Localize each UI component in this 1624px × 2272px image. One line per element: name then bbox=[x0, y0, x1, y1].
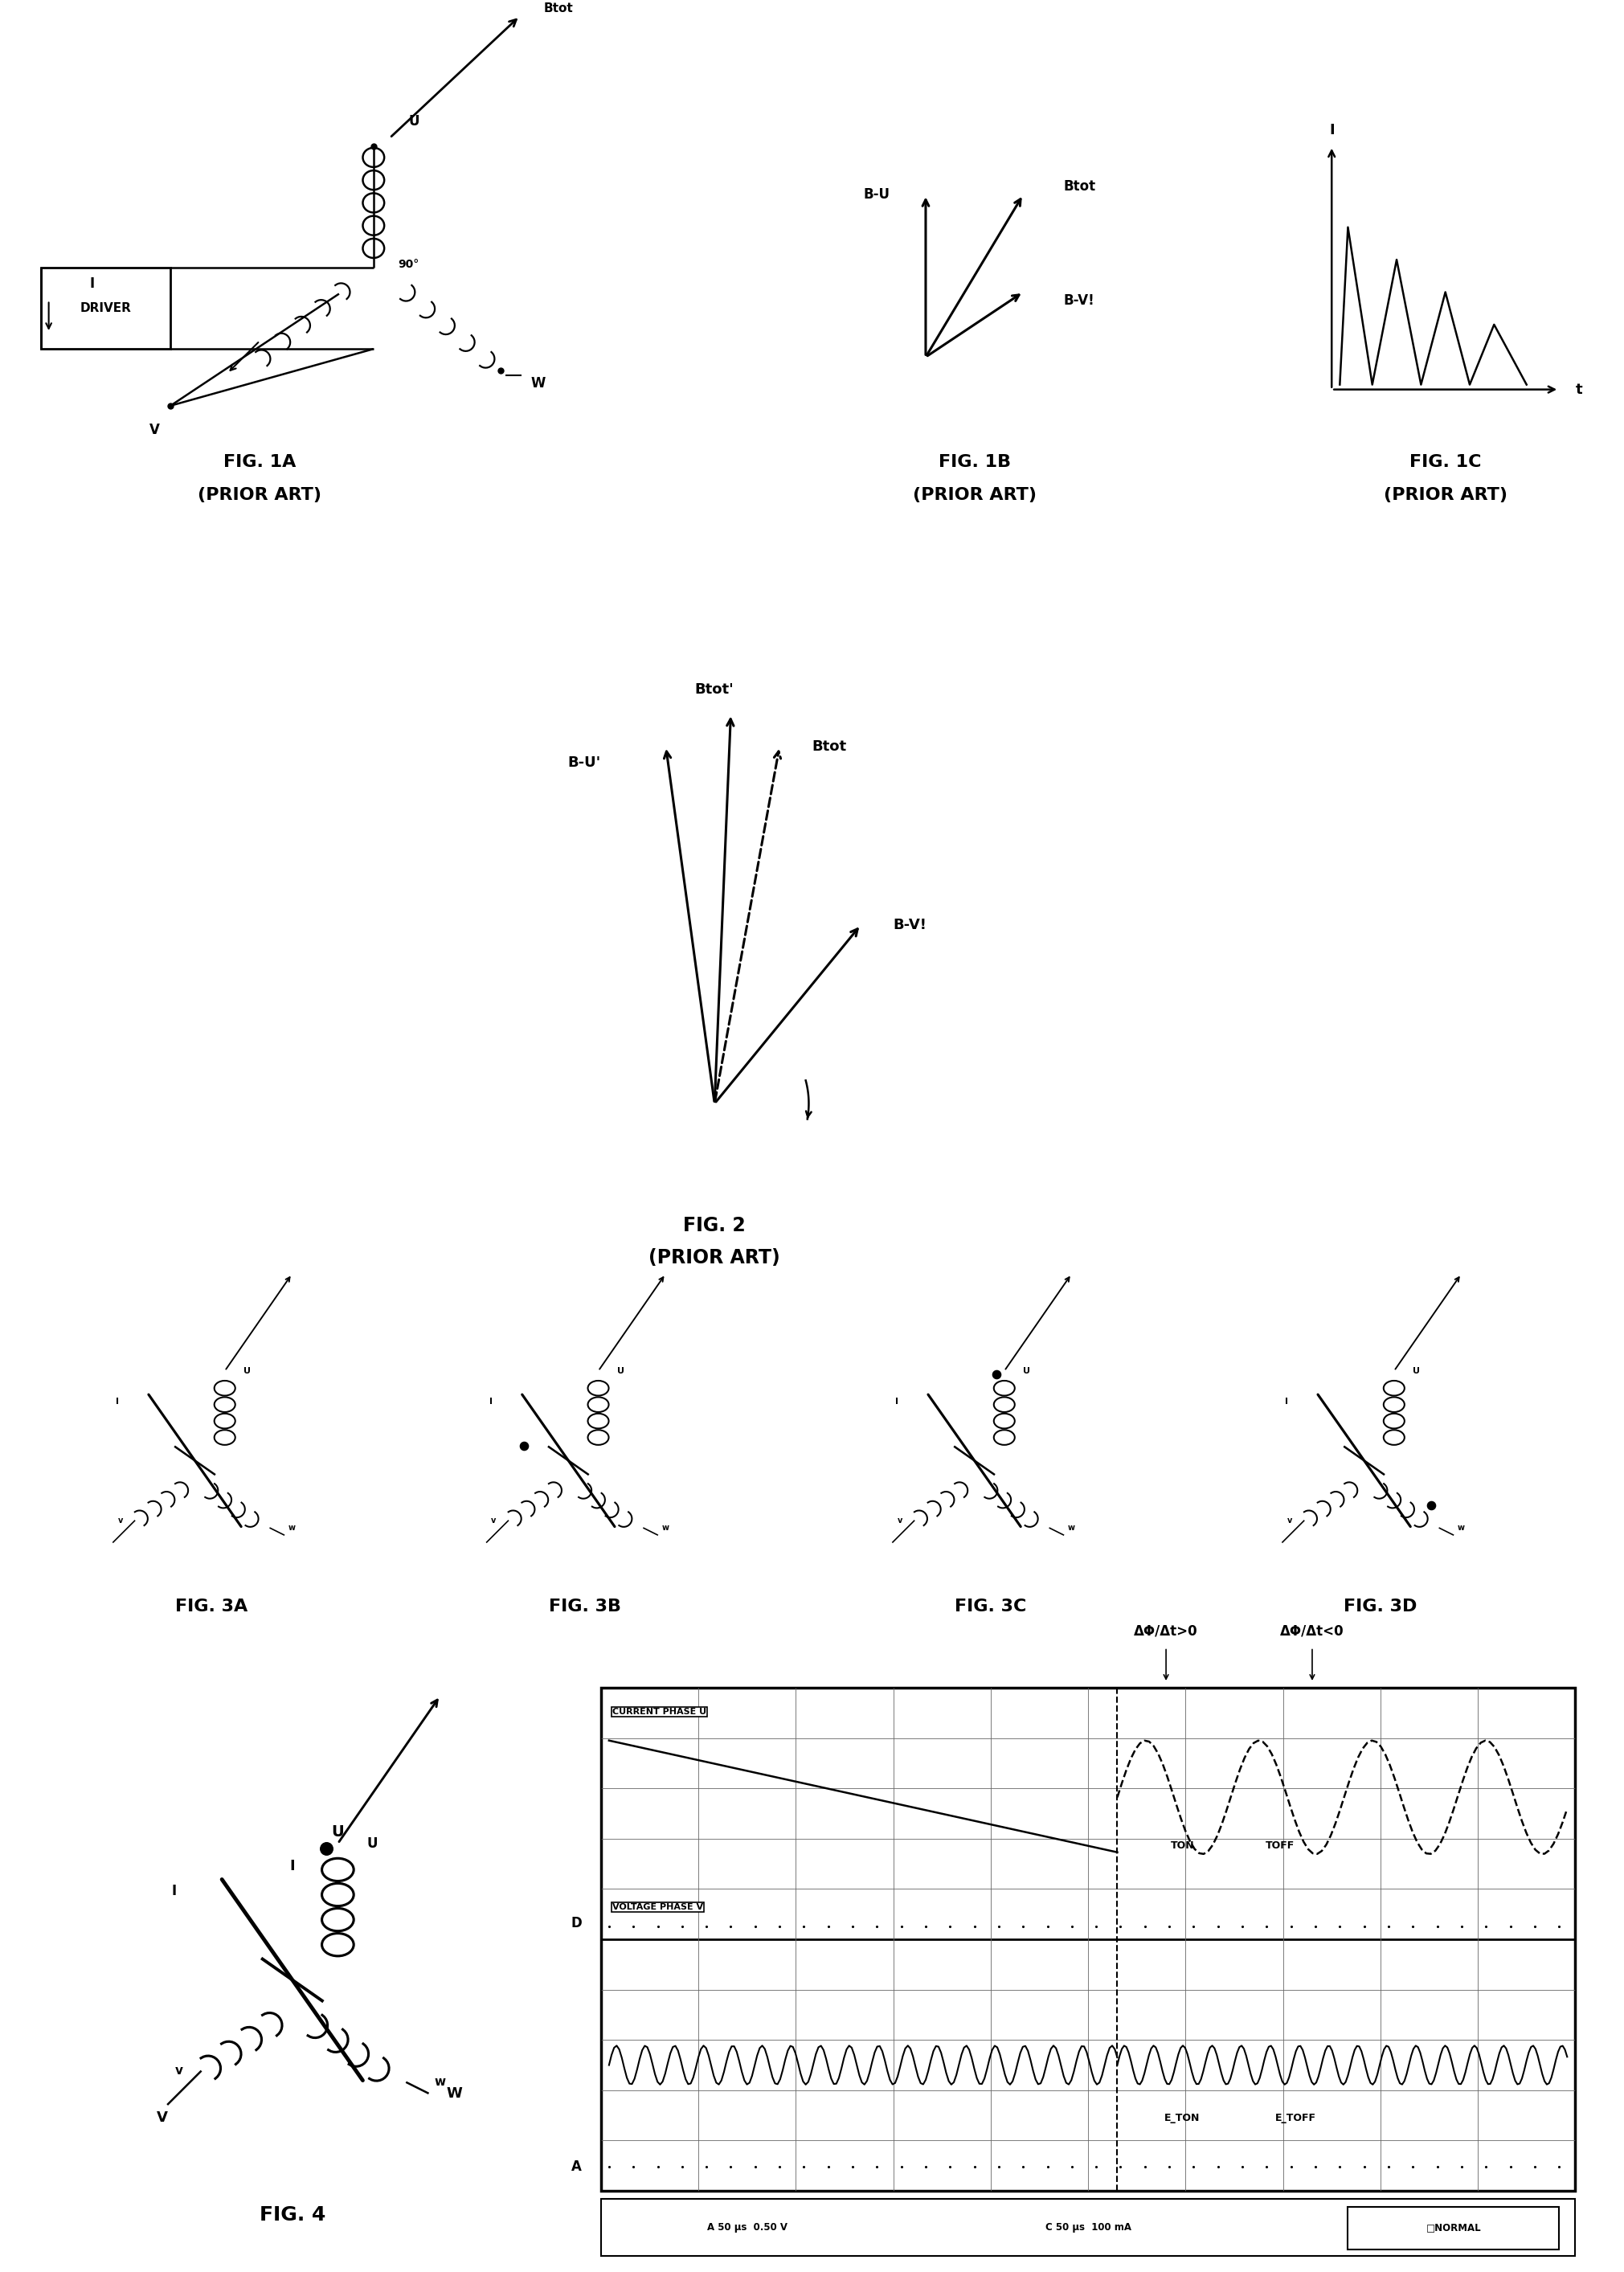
Text: V: V bbox=[149, 423, 159, 436]
Text: ΔΦ/Δt>0: ΔΦ/Δt>0 bbox=[1134, 1624, 1199, 1638]
Text: E_TOFF: E_TOFF bbox=[1275, 2113, 1317, 2122]
Text: FIG. 1A: FIG. 1A bbox=[224, 454, 296, 470]
Text: w: w bbox=[1069, 1525, 1075, 1531]
Text: U: U bbox=[367, 1836, 377, 1852]
Text: TOFF: TOFF bbox=[1265, 1840, 1294, 1852]
Text: E_TON: E_TON bbox=[1164, 2113, 1200, 2122]
Text: I: I bbox=[1328, 123, 1335, 136]
Bar bbox=[1348, 2206, 1559, 2249]
Text: I: I bbox=[895, 1397, 898, 1406]
Text: ΔΦ/Δt<0: ΔΦ/Δt<0 bbox=[1280, 1624, 1345, 1638]
Text: B-V!: B-V! bbox=[1064, 293, 1095, 307]
Text: v: v bbox=[175, 2065, 182, 2077]
Text: I: I bbox=[89, 277, 94, 291]
Text: I: I bbox=[489, 1397, 492, 1406]
Text: U: U bbox=[1023, 1368, 1030, 1375]
Text: U: U bbox=[1413, 1368, 1419, 1375]
Text: v: v bbox=[490, 1515, 497, 1525]
Text: D: D bbox=[572, 1915, 581, 1931]
Text: 90°: 90° bbox=[398, 259, 419, 270]
Text: Btot: Btot bbox=[1064, 179, 1096, 193]
Text: v: v bbox=[896, 1515, 903, 1525]
Text: DRIVER: DRIVER bbox=[80, 302, 132, 314]
Text: w: w bbox=[435, 2077, 445, 2088]
Text: FIG. 3C: FIG. 3C bbox=[955, 1599, 1026, 1615]
Text: I: I bbox=[172, 1883, 177, 1897]
Text: U: U bbox=[617, 1368, 624, 1375]
Bar bbox=[41, 268, 171, 350]
Text: t: t bbox=[1575, 382, 1582, 398]
Text: I: I bbox=[115, 1397, 119, 1406]
Text: v: v bbox=[1286, 1515, 1293, 1525]
Text: W: W bbox=[447, 2086, 463, 2102]
Text: TON: TON bbox=[1171, 1840, 1194, 1852]
Text: (PRIOR ART): (PRIOR ART) bbox=[198, 486, 322, 502]
Text: VOLTAGE PHASE V: VOLTAGE PHASE V bbox=[612, 1904, 703, 1911]
Text: I: I bbox=[289, 1858, 296, 1874]
Text: w: w bbox=[1458, 1525, 1465, 1531]
Bar bbox=[601, 1688, 1575, 2190]
Text: Btot': Btot' bbox=[695, 682, 734, 698]
Text: FIG. 3D: FIG. 3D bbox=[1343, 1599, 1418, 1615]
Text: FIG. 1C: FIG. 1C bbox=[1410, 454, 1481, 470]
Text: A: A bbox=[572, 2158, 581, 2174]
Text: Btot: Btot bbox=[544, 2, 573, 14]
Text: U: U bbox=[244, 1368, 250, 1375]
Text: Btot: Btot bbox=[812, 738, 846, 754]
Text: CURRENT PHASE U: CURRENT PHASE U bbox=[612, 1709, 706, 1715]
Text: FIG. 3A: FIG. 3A bbox=[175, 1599, 247, 1615]
Text: W: W bbox=[531, 377, 546, 391]
Text: FIG. 2: FIG. 2 bbox=[684, 1216, 745, 1236]
Text: B-V!: B-V! bbox=[893, 918, 927, 932]
Text: C 50 μs  100 mA: C 50 μs 100 mA bbox=[1046, 2222, 1130, 2233]
Text: A 50 μs  0.50 V: A 50 μs 0.50 V bbox=[706, 2222, 788, 2233]
Text: V: V bbox=[158, 2111, 167, 2124]
Text: B-U': B-U' bbox=[568, 757, 601, 770]
Text: □NORMAL: □NORMAL bbox=[1426, 2222, 1481, 2233]
Text: FIG. 3B: FIG. 3B bbox=[549, 1599, 620, 1615]
Text: w: w bbox=[663, 1525, 669, 1531]
Bar bbox=[601, 2199, 1575, 2256]
Text: FIG. 4: FIG. 4 bbox=[260, 2206, 325, 2224]
Text: U: U bbox=[331, 1824, 344, 1840]
Text: w: w bbox=[289, 1525, 296, 1531]
Text: FIG. 1B: FIG. 1B bbox=[939, 454, 1010, 470]
Text: I: I bbox=[1285, 1397, 1288, 1406]
Text: U: U bbox=[409, 114, 419, 130]
Text: (PRIOR ART): (PRIOR ART) bbox=[1384, 486, 1507, 502]
Text: (PRIOR ART): (PRIOR ART) bbox=[913, 486, 1036, 502]
Text: (PRIOR ART): (PRIOR ART) bbox=[648, 1247, 781, 1268]
Text: v: v bbox=[117, 1515, 123, 1525]
Text: B-U: B-U bbox=[864, 189, 890, 202]
